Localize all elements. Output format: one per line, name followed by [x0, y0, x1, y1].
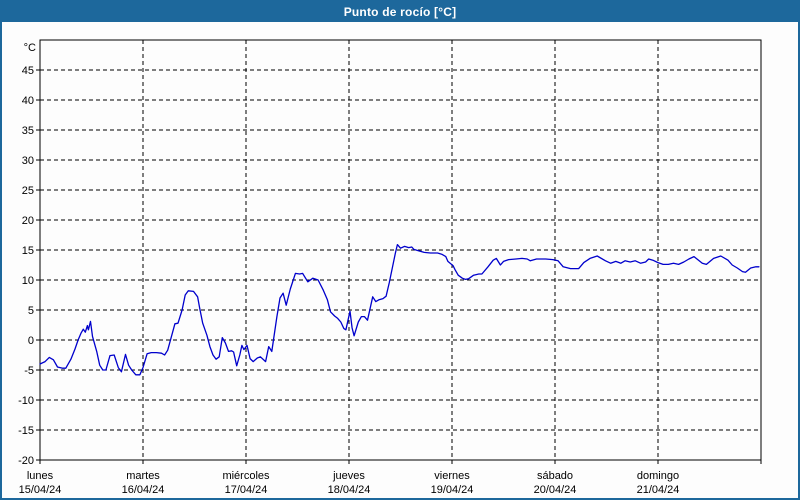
y-tick-label: 30 — [22, 155, 34, 167]
x-axis-date-label: 16/04/24 — [122, 484, 165, 496]
x-axis-day-label: sábado — [537, 470, 573, 482]
x-axis-date-label: 17/04/24 — [225, 484, 268, 496]
y-tick-label: 45 — [22, 65, 34, 77]
dew-point-chart: -20 -15 -10 -5 0 5 10 15 20 25 30 35 40 45 °C lunes 15/0… — [18, 39, 762, 496]
y-tick-label: 0 — [28, 335, 34, 347]
x-axis-day-label: domingo — [637, 470, 679, 482]
y-tick-label: 25 — [22, 185, 34, 197]
y-tick-label: -20 — [18, 455, 34, 467]
y-tick-label: 5 — [28, 305, 34, 317]
chart-canvas: -20 -15 -10 -5 0 5 10 15 20 25 30 35 40 45 °C lunes 15/0… — [2, 22, 798, 498]
y-tick-label: -10 — [18, 395, 34, 407]
x-axis-date-label: 20/04/24 — [534, 484, 577, 496]
y-tick-label: 10 — [22, 275, 34, 287]
x-axis-date-label: 21/04/24 — [637, 484, 680, 496]
dew-point-line — [39, 243, 760, 376]
y-tick-label: -5 — [24, 365, 34, 377]
y-tick-label: 35 — [22, 125, 34, 137]
x-axis-day-label: viernes — [434, 470, 470, 482]
x-axis-date-label: 15/04/24 — [19, 484, 62, 496]
x-axis-day-label: jueves — [332, 470, 365, 482]
y-axis-unit-label: °C — [24, 42, 36, 54]
y-tick-label: 15 — [22, 245, 34, 257]
x-axis-day-label: martes — [126, 470, 160, 482]
x-axis-day-label: miércoles — [222, 470, 270, 482]
y-tick-label: 40 — [22, 95, 34, 107]
x-axis-date-label: 19/04/24 — [431, 484, 474, 496]
y-tick-label: 20 — [22, 215, 34, 227]
titlebar: Punto de rocío [°C] — [2, 2, 798, 22]
chart-title: Punto de rocío [°C] — [343, 5, 457, 19]
y-tick-label: -15 — [18, 425, 34, 437]
x-axis-day-label: lunes — [27, 470, 54, 482]
x-axis-date-label: 18/04/24 — [328, 484, 371, 496]
